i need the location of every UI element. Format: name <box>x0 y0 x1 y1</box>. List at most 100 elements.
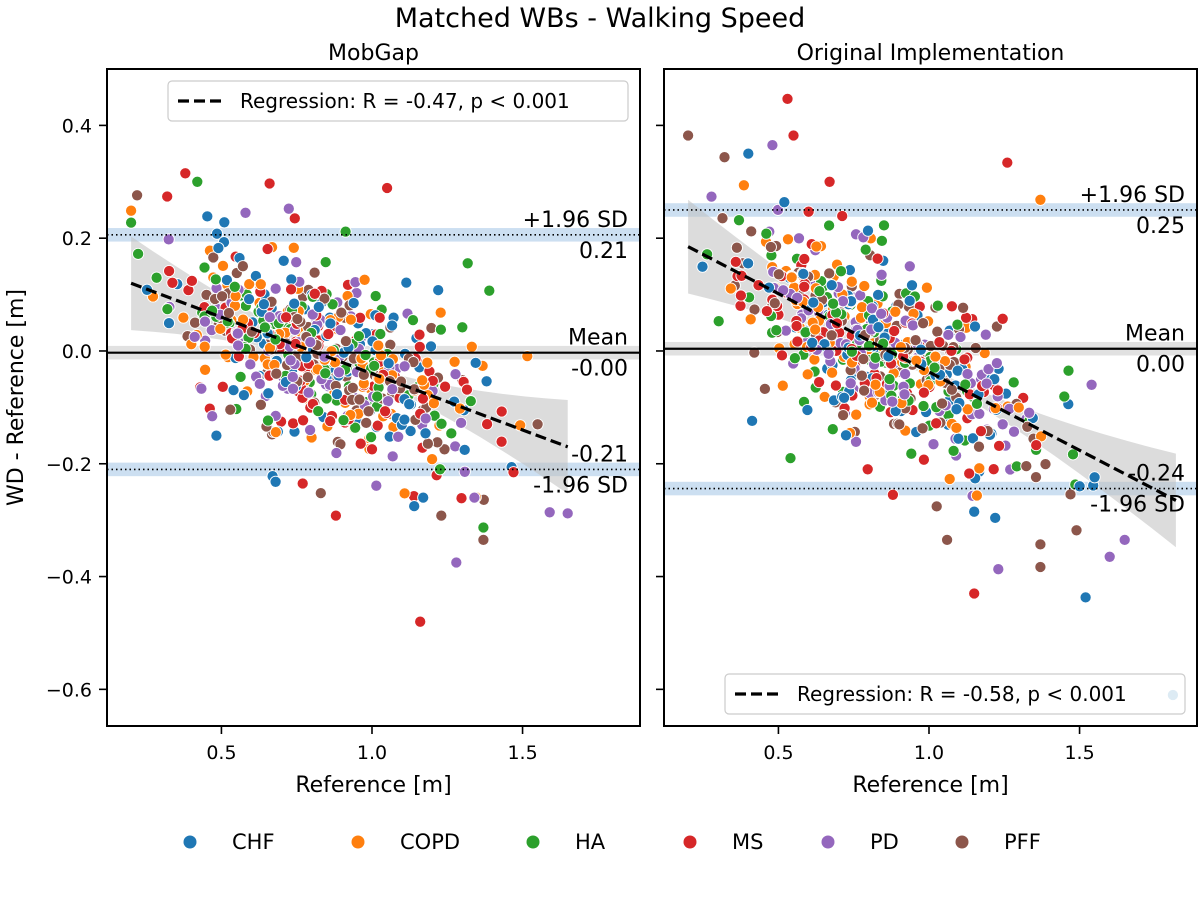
data-point-ha <box>483 284 496 297</box>
data-point-copd <box>970 489 983 502</box>
data-point-ha <box>823 219 836 232</box>
data-point-chf <box>277 254 290 267</box>
data-point-chf <box>797 267 810 280</box>
data-point-ha <box>326 298 339 311</box>
data-point-pd <box>980 377 993 390</box>
data-point-pd <box>875 268 888 281</box>
data-point-ms <box>308 287 321 300</box>
data-point-copd <box>199 363 212 376</box>
regression-legend-box <box>167 80 629 122</box>
data-point-ms <box>288 212 301 225</box>
data-point-pd <box>386 450 399 463</box>
data-point-copd <box>269 426 282 439</box>
data-point-pff <box>207 251 220 264</box>
data-point-pd <box>244 358 257 371</box>
x-tick-label: 1.5 <box>507 742 537 764</box>
data-point-ms <box>729 255 742 268</box>
mean-value: 0.00 <box>1136 353 1185 378</box>
data-point-pd <box>330 446 343 460</box>
data-point-ms <box>329 509 342 522</box>
data-point-pd <box>284 354 297 367</box>
data-point-pd <box>792 232 806 245</box>
data-point-ms <box>993 439 1006 452</box>
data-point-pff <box>772 268 785 281</box>
data-point-chf <box>419 427 432 440</box>
panel-title: MobGap <box>328 41 419 66</box>
data-point-ms <box>760 305 773 318</box>
data-point-ms <box>163 264 176 278</box>
data-point-copd <box>929 350 942 363</box>
data-point-chf <box>210 429 223 442</box>
data-point-pff <box>917 317 930 330</box>
data-point-ms <box>987 463 1000 476</box>
data-point-pff <box>314 487 327 500</box>
data-point-ha <box>368 359 381 372</box>
data-point-ha <box>1062 364 1075 377</box>
data-point-ha <box>349 421 362 434</box>
data-point-copd <box>398 487 411 500</box>
data-point-ha <box>320 392 333 405</box>
data-point-pd <box>232 339 245 352</box>
data-point-ms <box>829 379 842 392</box>
regression-line <box>130 281 569 449</box>
data-point-copd <box>781 233 795 246</box>
data-point-pff <box>745 225 758 238</box>
data-point-ha <box>464 395 477 408</box>
data-point-pd <box>561 507 574 520</box>
x-tick-label: 1.5 <box>1064 742 1094 764</box>
data-point-ms <box>263 177 276 190</box>
data-point-copd <box>865 396 879 409</box>
data-point-copd <box>358 273 371 286</box>
data-point-ha <box>461 257 474 270</box>
data-point-ha <box>258 321 271 334</box>
data-point-ms <box>324 415 337 428</box>
data-point-ha <box>859 243 872 256</box>
data-point-pff <box>945 383 958 396</box>
y-tick-label: 0.4 <box>62 115 92 137</box>
data-point-ms <box>413 340 426 353</box>
data-point-pd <box>239 206 252 219</box>
data-point-ha <box>877 219 891 232</box>
data-point-chf <box>952 432 965 445</box>
data-point-ms <box>322 327 335 341</box>
data-point-ms <box>1001 156 1014 169</box>
legend-label-ms: MS <box>732 830 763 854</box>
x-tick-label: 1.0 <box>357 742 387 764</box>
data-point-pd <box>886 395 899 408</box>
data-point-ms <box>813 376 826 389</box>
data-point-pff <box>1020 460 1033 473</box>
data-point-ha <box>312 405 325 418</box>
data-point-ms <box>287 417 300 430</box>
data-point-copd <box>465 340 478 353</box>
data-point-chf <box>968 320 982 333</box>
data-point-pff <box>131 189 144 202</box>
data-point-pff <box>718 151 731 164</box>
data-point-ha <box>456 321 469 334</box>
data-point-pd <box>449 368 462 381</box>
data-point-copd <box>254 278 267 291</box>
data-point-copd <box>421 356 434 369</box>
data-point-chf <box>162 317 176 330</box>
data-point-ms <box>161 190 174 203</box>
data-point-ms <box>379 405 392 418</box>
data-point-pd <box>392 430 405 443</box>
data-point-copd <box>950 421 963 434</box>
data-point-pff <box>764 240 777 254</box>
data-point-copd <box>785 271 798 284</box>
data-point-pd <box>195 382 208 395</box>
data-point-copd <box>850 408 863 421</box>
figure-title: Matched WBs - Walking Speed <box>395 3 806 34</box>
data-point-pff <box>270 367 283 380</box>
data-point-chf <box>861 224 875 237</box>
data-point-chf <box>839 429 853 442</box>
data-point-ms <box>216 380 229 393</box>
data-point-pff <box>1070 524 1083 537</box>
legend-marker-ms <box>683 835 697 849</box>
data-point-ms <box>371 419 384 432</box>
data-point-ha <box>784 452 797 465</box>
data-point-chf <box>382 357 395 370</box>
data-point-pd <box>766 139 779 152</box>
data-point-pd <box>898 388 911 401</box>
data-point-pff <box>825 329 838 342</box>
data-point-ms <box>945 344 958 357</box>
